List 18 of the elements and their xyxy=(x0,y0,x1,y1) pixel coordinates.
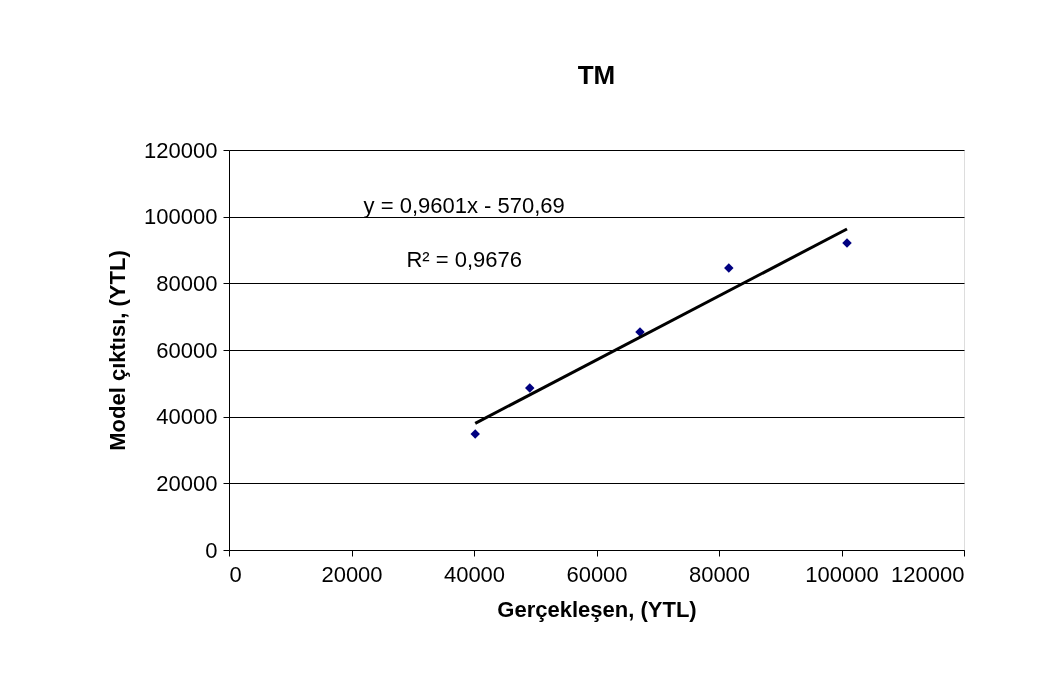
x-tick-label: 60000 xyxy=(566,561,628,587)
x-tick-label: 100000 xyxy=(805,561,879,587)
y-tick-label: 40000 xyxy=(156,404,218,430)
x-tick-label: 80000 xyxy=(688,561,751,587)
y-tick-label: 80000 xyxy=(156,270,218,296)
x-tick-label: 120000 xyxy=(891,561,965,587)
y-tick-label: 100000 xyxy=(144,204,218,230)
y-tick-label: 60000 xyxy=(156,337,218,363)
x-tick-label: 0 xyxy=(229,561,242,587)
y-tick-label: 0 xyxy=(205,537,218,563)
x-tick-label: 20000 xyxy=(321,561,383,587)
chart-title: TM xyxy=(577,60,616,90)
y-tick-label: 120000 xyxy=(144,137,218,163)
x-axis-title: Gerçekleşen, (YTL) xyxy=(497,596,697,622)
y-axis-title: Model çıktısı, (YTL) xyxy=(105,250,131,451)
y-tick-label: 20000 xyxy=(156,470,218,496)
x-tick-label: 40000 xyxy=(443,561,506,587)
annotation: R² = 0,9676 xyxy=(406,247,522,272)
